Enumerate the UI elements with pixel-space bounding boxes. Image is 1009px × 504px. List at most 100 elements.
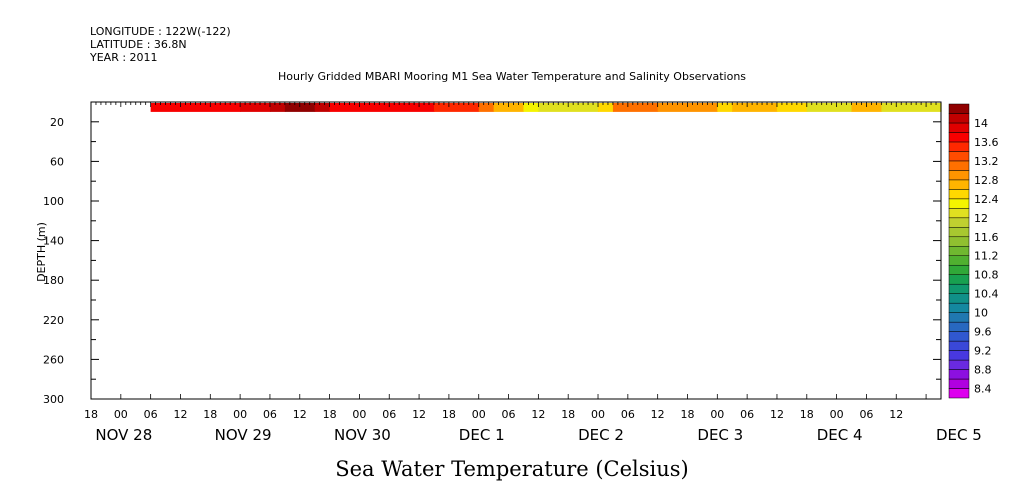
colorbar-swatch (948, 293, 970, 304)
colorbar-label: 9.6 (974, 326, 992, 339)
colorbar-swatch (948, 179, 970, 190)
temperature-cell (881, 102, 942, 112)
x-hour-label: 00 (591, 408, 605, 421)
x-hour-label: 18 (442, 408, 456, 421)
year-label: YEAR : 2011 (89, 51, 158, 64)
x-hour-label: 06 (144, 408, 158, 421)
y-tick-label: 220 (43, 314, 64, 327)
x-date-label: DEC 3 (697, 426, 743, 444)
longitude-label: LONGITUDE : 122W(-122) (90, 25, 231, 38)
x-date-label: DEC 4 (817, 426, 863, 444)
y-tick-label: 20 (50, 116, 64, 129)
temperature-cell (717, 102, 733, 112)
colorbar-label: 9.2 (974, 345, 992, 358)
colorbar-swatch (948, 246, 970, 256)
colorbar-swatch (948, 283, 970, 294)
colorbar-swatch (948, 331, 970, 342)
colorbar-label: 12.8 (974, 174, 999, 187)
colorbar-label: 10 (974, 307, 988, 320)
x-hour-label: 12 (293, 408, 307, 421)
temperature-cell (806, 102, 853, 112)
x-hour-label: 00 (710, 408, 724, 421)
latitude-label: LATITUDE : 36.8N (90, 38, 187, 51)
y-tick-label: 260 (43, 353, 64, 366)
colorbar-swatch (948, 236, 970, 247)
colorbar-swatch (948, 141, 970, 152)
x-hour-label: 18 (84, 408, 98, 421)
colorbar-swatch (948, 170, 970, 181)
colorbar-swatch (948, 217, 970, 228)
y-axis: 20 60 100 140 180 220 260 300 (43, 101, 941, 406)
colorbar-swatch (948, 255, 970, 266)
x-axis: 18 00 06 12 18 00 06 12 18 00 06 12 18 00 06 12 18 00 06 12… (84, 102, 982, 444)
colorbar-label: 14 (974, 117, 988, 130)
x-hour-label: 18 (203, 408, 217, 421)
colorbar-swatch (948, 189, 970, 200)
x-date-label: NOV 29 (215, 426, 272, 444)
x-axis-title: Sea Water Temperature (Celsius) (335, 457, 689, 481)
chart-title: Hourly Gridded MBARI Mooring M1 Sea Wate… (278, 70, 746, 83)
x-date-label: DEC 2 (578, 426, 624, 444)
colorbar-swatch (948, 198, 970, 209)
x-date-label: DEC 1 (459, 426, 505, 444)
colorbar-label: 10.4 (974, 288, 999, 301)
x-hour-label: 06 (263, 408, 277, 421)
colorbar-label: 12 (974, 212, 988, 225)
temperature-cell (329, 102, 435, 112)
colorbar-swatch (948, 312, 970, 323)
temperature-cell (478, 102, 495, 112)
colorbar-swatch (948, 103, 970, 114)
colorbar-label: 13.6 (974, 136, 999, 149)
colorbar-label: 13.2 (974, 155, 999, 168)
temperature-cell (269, 102, 286, 112)
colorbar-swatch (948, 388, 970, 399)
colorbar-swatch (948, 321, 970, 332)
colorbar-label: 8.4 (974, 383, 992, 396)
x-hour-label: 12 (889, 408, 903, 421)
x-hour-label: 06 (740, 408, 754, 421)
temperature-cell (657, 102, 718, 112)
colorbar-swatch (948, 132, 970, 143)
temperature-cell (314, 102, 331, 112)
colorbar-swatch (948, 113, 970, 124)
y-axis-title: DEPTH (m) (35, 222, 48, 282)
colorbar-swatch (948, 208, 970, 219)
plot-frame (90, 101, 942, 400)
colorbar-swatch (948, 274, 970, 285)
x-hour-label: 18 (323, 408, 337, 421)
x-hour-label: 06 (621, 408, 635, 421)
x-hour-label: 18 (561, 408, 575, 421)
y-tick-label: 300 (43, 393, 64, 406)
x-hour-label: 00 (830, 408, 844, 421)
x-hour-label: 18 (680, 408, 694, 421)
colorbar-swatch (948, 359, 970, 370)
colorbar-swatch (948, 369, 970, 380)
x-hour-label: 06 (859, 408, 873, 421)
x-hour-label: 00 (233, 408, 247, 421)
x-hour-label: 00 (352, 408, 366, 421)
data-layer (150, 102, 942, 112)
colorbar: 14 13.6 13.2 12.8 12.4 12 11.6 11.2 10.8 10.4 10 9.… (948, 103, 999, 399)
temperature-cell (851, 102, 882, 112)
temperature-cell (240, 102, 271, 112)
x-hour-label: 00 (114, 408, 128, 421)
x-hour-label: 00 (472, 408, 486, 421)
colorbar-label: 10.8 (974, 269, 999, 282)
x-hour-label: 06 (502, 408, 516, 421)
temperature-cell (433, 102, 480, 112)
temperature-cell (776, 102, 808, 112)
temperature-cell (538, 102, 599, 112)
colorbar-swatch (948, 160, 970, 171)
colorbar-swatch (948, 227, 970, 238)
temperature-cell (523, 102, 539, 112)
colorbar-label: 11.6 (974, 231, 999, 244)
x-hour-label: 06 (382, 408, 396, 421)
y-tick-label: 180 (43, 274, 64, 287)
y-tick-label: 100 (43, 195, 64, 208)
temperature-cell (732, 102, 778, 112)
x-hour-label: 12 (412, 408, 426, 421)
x-date-label: NOV 30 (334, 426, 391, 444)
temperature-cell (284, 102, 316, 112)
x-hour-label: 18 (800, 408, 814, 421)
colorbar-swatch (948, 378, 970, 389)
